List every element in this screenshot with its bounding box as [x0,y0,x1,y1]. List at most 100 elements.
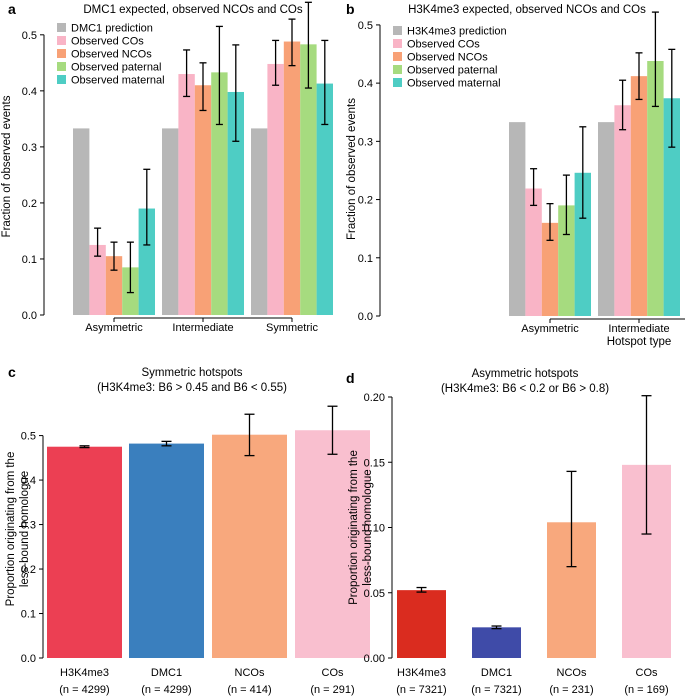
panel-a-y-tick-label: 0.3 [22,142,37,154]
panel-a: a DMC1 expected, observed NCOs and COs 0… [1,1,333,334]
panel-b-plot: 0.0 0.1 0.2 0.3 0.4 0.5 Fraction of observed e… [346,11,685,348]
panel-c-sample-size: (n = 414) [227,684,271,696]
panel-b-legend-label: Observed maternal [407,78,501,90]
panel-a-bar-intermediate-observed-paternal [211,72,228,316]
panel-a-bar-symmetric-observed-cos [267,63,284,315]
panel-a-title: DMC1 expected, observed NCOs and COs [83,4,302,16]
panel-c-bar-h3k4me3 [47,446,122,658]
panel-a-legend-swatch [57,75,66,84]
panel-d-x-tick-label: H3K4me3 [397,667,446,679]
panel-b-legend-swatch [393,78,402,87]
panel-c-y-tick-label: 0.1 [21,609,36,621]
panel-a-bar-symmetric-observed-paternal [300,44,317,315]
panel-b-x-tick-label: Intermediate [608,323,669,335]
panel-c-x-tick-label: COs [322,667,345,679]
panel-a-bar-intermediate-observed-maternal [227,91,244,315]
panel-b-y-axis-label: Fraction of observed events [346,98,358,240]
panel-c-y-tick-label: 0.2 [21,564,36,576]
panel-a-x-tick-label: Symmetric [266,322,318,334]
panel-a-bar-asymmetric-dmc1-prediction [73,128,90,315]
panel-d-y-tick-label: 0.15 [364,457,385,469]
panel-c-y-tick-label: 0.4 [21,475,36,487]
panel-b-y-tick-label: 0.5 [358,20,373,32]
panel-b-legend-label: Observed paternal [407,65,498,77]
panel-d-letter: d [346,370,355,386]
panel-b-bar-asymmetric-h3k4me3-prediction [509,122,526,317]
panel-c-plot: 0.0 0.1 0.2 0.3 0.4 0.5 Proportion originating… [5,405,370,696]
panel-a-legend-label: Observed paternal [71,62,162,74]
panel-d-y-axis-label: Proportion originating from the [348,450,360,605]
panel-d-title: Asymmetric hotspots [472,368,579,380]
panel-a-bar-intermediate-observed-cos [178,74,195,315]
panel-c-bar-dmc1 [129,443,204,658]
panel-a-legend-label: DMC1 prediction [71,23,153,35]
panel-b: b H3K4me3 expected, observed NCOs and CO… [346,1,685,348]
panel-a-y-tick-label: 0.2 [22,198,37,210]
panel-a-plot: 0.0 0.1 0.2 0.3 0.4 0.5 Fraction of observed e… [1,1,333,334]
panel-a-y-tick-label: 0.1 [22,254,37,266]
panel-c-sample-size: (n = 291) [310,684,354,696]
panel-a-legend-swatch [57,23,66,32]
panel-a-bar-symmetric-observed-maternal [316,83,333,315]
panel-a-bar-asymmetric-observed-ncos [105,256,123,315]
panel-b-y-tick-label: 0.1 [358,253,373,265]
panel-b-legend-swatch [393,65,402,74]
panel-a-bar-symmetric-observed-ncos [283,41,301,315]
panel-a-legend-label: Observed maternal [71,75,165,87]
panel-c-y-tick-label: 0.0 [21,653,36,665]
panel-b-legend-label: Observed NCOs [407,52,488,64]
panel-b-legend-swatch [393,26,402,35]
panel-b-legend-swatch [393,52,402,61]
panel-b-legend-label: H3K4me3 prediction [407,26,507,38]
panel-d-x-tick-label: COs [636,667,659,679]
panel-a-y-axis-label: Fraction of observed events [1,95,13,237]
panel-d-x-tick-label: DMC1 [481,667,512,679]
panel-b-bar-intermediate-observed-ncos [630,76,648,316]
panel-a-legend-swatch [57,62,66,71]
panel-d-y-tick-label: 0.05 [364,588,385,600]
panel-b-bar-intermediate-observed-paternal [647,61,664,317]
panel-a-y-tick-label: 0.0 [22,310,37,322]
panel-c-bar-ncos [212,434,287,658]
panel-b-y-tick-label: 0.4 [358,78,373,90]
panel-d-y-tick-label: 0.10 [364,523,385,535]
panel-a-legend-swatch [57,36,66,45]
panel-b-x-axis-label: Hotspot type [607,336,672,348]
panel-a-y-tick-label: 0.5 [22,30,37,42]
panel-b-title: H3K4me3 expected, observed NCOs and COs [408,4,646,16]
panel-c-sample-size: (n = 4299) [59,684,109,696]
panel-d-y-tick-label: 0.00 [364,653,385,665]
panel-c-x-tick-label: DMC1 [151,667,182,679]
panel-b-bar-intermediate-h3k4me3-prediction [598,122,615,317]
panel-c-y-axis-label: less-bound homologue [19,471,31,587]
panel-c: c Symmetric hotspots (H3K4me3: B6 > 0.45… [5,364,370,696]
panel-a-legend-label: Observed COs [71,36,144,48]
panel-c-bar-cos [295,430,370,658]
panel-a-bar-intermediate-observed-ncos [194,85,212,315]
panel-d-sample-size: (n = 7321) [471,684,521,696]
panel-a-legend-label: Observed NCOs [71,49,152,61]
panel-d-sample-size: (n = 231) [549,684,593,696]
panel-b-bar-asymmetric-observed-cos [525,188,542,316]
panel-c-y-axis-label: Proportion originating from the [5,452,17,607]
panel-d-y-tick-label: 0.20 [364,392,385,404]
panel-b-bar-intermediate-observed-maternal [663,98,680,316]
panel-b-y-tick-label: 0.3 [358,136,373,148]
panel-c-title: Symmetric hotspots [142,367,243,379]
panel-a-bar-symmetric-dmc1-prediction [251,128,268,315]
panel-a-legend-swatch [57,49,66,58]
panel-d: d Asymmetric hotspots (H3K4me3: B6 < 0.2… [346,368,671,696]
panel-d-y-axis-label: less-bound homologue [362,469,374,585]
panel-b-legend-label: Observed COs [407,39,480,51]
panel-d-sample-size: (n = 169) [624,684,668,696]
panel-d-bar-dmc1 [472,627,521,658]
panel-b-bar-intermediate-observed-cos [614,105,631,316]
panel-b-y-tick-label: 0.2 [358,195,373,207]
panel-a-letter: a [8,1,16,17]
panel-b-bar-asymmetric-observed-ncos [541,222,559,316]
panel-b-y-tick-label: 0.0 [358,311,373,323]
panel-d-x-tick-label: NCOs [557,667,587,679]
panel-c-letter: c [8,364,16,380]
panel-a-x-tick-label: Asymmetric [85,322,143,334]
